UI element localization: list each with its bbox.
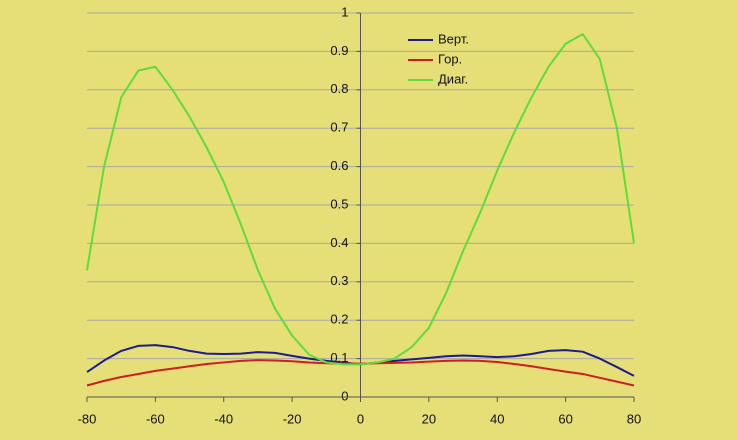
legend-label: Гор. bbox=[438, 51, 462, 66]
x-tick-label: 0 bbox=[357, 411, 364, 426]
x-tick-label: 20 bbox=[422, 411, 436, 426]
y-tick-label: 0.8 bbox=[330, 81, 348, 96]
y-tick-label: 0.4 bbox=[330, 235, 348, 250]
x-tick-label: -80 bbox=[78, 411, 97, 426]
y-tick-label: 0.2 bbox=[330, 312, 348, 327]
x-tick-label: -20 bbox=[283, 411, 302, 426]
y-tick-label: 0.3 bbox=[330, 273, 348, 288]
y-tick-label: 0.5 bbox=[330, 196, 348, 211]
x-tick-label: 80 bbox=[627, 411, 641, 426]
y-tick-label: 0.9 bbox=[330, 43, 348, 58]
y-tick-label: 0 bbox=[341, 388, 348, 403]
y-tick-label: 0.7 bbox=[330, 120, 348, 135]
x-tick-label: -40 bbox=[214, 411, 233, 426]
legend-label: Верт. bbox=[438, 31, 469, 46]
x-tick-label: 40 bbox=[490, 411, 504, 426]
x-tick-label: 60 bbox=[558, 411, 572, 426]
series-line bbox=[86, 33, 635, 366]
x-tick-label: -60 bbox=[146, 411, 165, 426]
y-tick-label: 1 bbox=[341, 4, 348, 19]
legend-label: Диаг. bbox=[438, 71, 468, 86]
y-tick-label: 0.6 bbox=[330, 158, 348, 173]
